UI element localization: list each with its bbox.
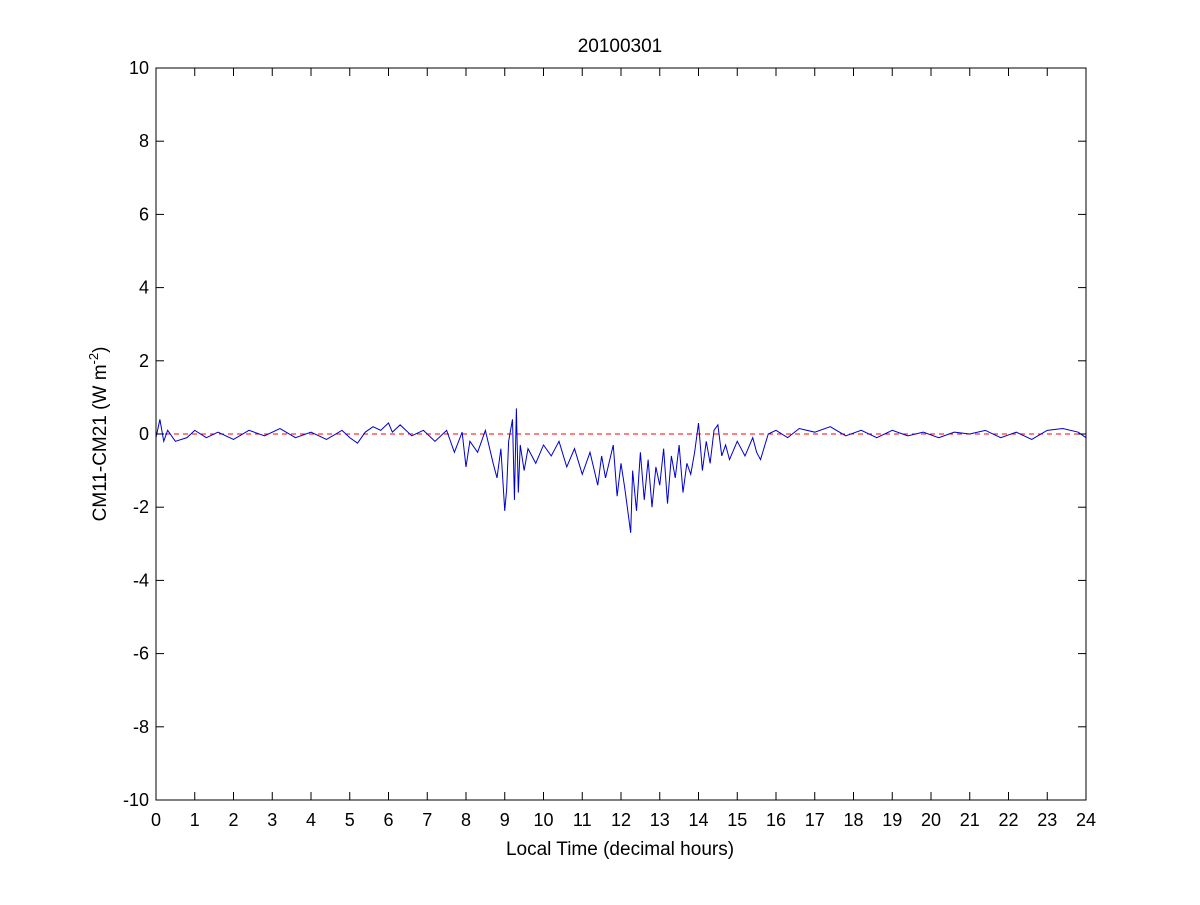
y-tick-label-8: 8 <box>139 131 149 151</box>
y-tick-label-0: 0 <box>139 424 149 444</box>
y-axis-label-tail: ) <box>90 347 111 353</box>
series-line-0 <box>155 408 1087 533</box>
y-tick-label-4: 4 <box>139 278 149 298</box>
tick-labels: 0 1 2 3 4 5 6 7 8 9 10 11 12 13 14 15 16 17 18 19 20 21 22 23 24… <box>123 58 1096 830</box>
x-tick-label-24: 24 <box>1076 810 1096 830</box>
y-tick-label--2: -2 <box>133 497 149 517</box>
x-tick-label-21: 21 <box>960 810 980 830</box>
y-tick-label--6: -6 <box>133 644 149 664</box>
y-tick-label-6: 6 <box>139 204 149 224</box>
x-tick-label-2: 2 <box>228 810 238 830</box>
y-tick-label--4: -4 <box>133 570 149 590</box>
x-tick-label-3: 3 <box>267 810 277 830</box>
x-tick-label-13: 13 <box>650 810 670 830</box>
x-tick-label-17: 17 <box>805 810 825 830</box>
x-tick-label-19: 19 <box>882 810 902 830</box>
x-tick-label-11: 11 <box>573 810 592 830</box>
x-tick-label-12: 12 <box>611 810 631 830</box>
x-tick-label-16: 16 <box>766 810 786 830</box>
x-tick-label-6: 6 <box>383 810 393 830</box>
x-tick-label-14: 14 <box>688 810 708 830</box>
x-tick-label-10: 10 <box>533 810 553 830</box>
axis-ticks <box>155 67 1087 801</box>
x-tick-label-7: 7 <box>422 810 432 830</box>
chart-title: 20100301 <box>578 36 663 57</box>
x-tick-label-15: 15 <box>727 810 747 830</box>
y-tick-label-2: 2 <box>139 351 149 371</box>
y-axis-label: CM11-CM21 (W m-2) <box>86 347 111 522</box>
y-tick-label--8: -8 <box>133 717 149 737</box>
x-tick-label-23: 23 <box>1037 810 1057 830</box>
x-axis-label: Local Time (decimal hours) <box>506 839 734 860</box>
x-tick-label-9: 9 <box>500 810 510 830</box>
y-tick-label--10: -10 <box>123 790 149 810</box>
x-tick-label-8: 8 <box>461 810 471 830</box>
x-tick-label-0: 0 <box>151 810 161 830</box>
x-tick-label-4: 4 <box>306 810 316 830</box>
x-tick-label-1: 1 <box>190 810 200 830</box>
y-axis-label-superscript: -2 <box>86 353 101 365</box>
y-tick-label-10: 10 <box>129 58 149 78</box>
x-tick-label-5: 5 <box>345 810 355 830</box>
x-tick-label-22: 22 <box>998 810 1018 830</box>
x-tick-label-20: 20 <box>921 810 941 830</box>
x-tick-label-18: 18 <box>843 810 863 830</box>
y-axis-label-text: CM11-CM21 (W m <box>90 364 111 521</box>
